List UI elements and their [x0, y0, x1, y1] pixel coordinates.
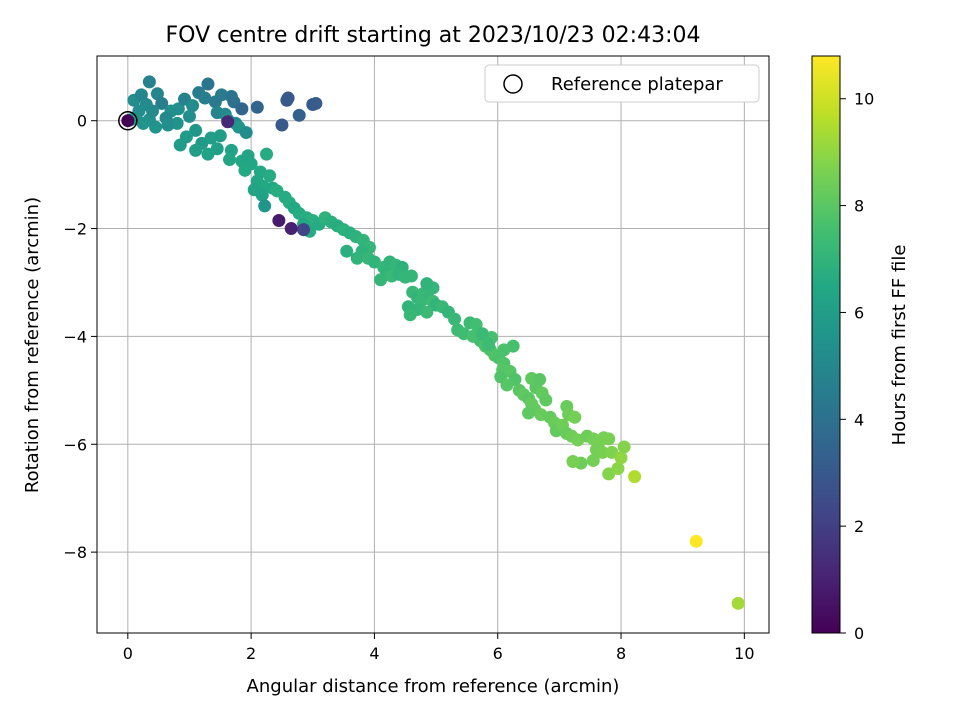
chart-title: FOV centre drift starting at 2023/10/23 …	[166, 23, 701, 48]
data-point	[533, 373, 547, 387]
data-point	[260, 147, 274, 161]
colorbar-tick-label: 4	[854, 410, 864, 429]
colorbar: 0 2 4 6 8 10 Hours from first FF file	[811, 55, 910, 643]
data-point	[628, 470, 642, 484]
data-point	[481, 338, 495, 351]
data-point	[586, 453, 600, 467]
data-point	[255, 188, 269, 202]
data-point	[539, 393, 553, 407]
data-point	[235, 102, 249, 116]
colorbar-tick-label: 8	[854, 197, 864, 216]
data-point	[150, 87, 164, 101]
data-point	[284, 222, 298, 236]
data-point	[134, 88, 148, 102]
data-point	[281, 91, 295, 105]
data-point	[244, 157, 258, 171]
data-point	[617, 440, 631, 454]
legend-marker	[503, 74, 523, 94]
x-tick-label: 6	[493, 644, 503, 663]
x-tick-label: 10	[734, 644, 754, 663]
colorbar-tick-label: 0	[854, 624, 864, 643]
x-tick-label: 4	[369, 644, 379, 663]
data-point	[602, 432, 616, 446]
colorbar-label: Hours from first FF file	[889, 245, 910, 446]
data-point	[275, 118, 289, 132]
data-point	[221, 115, 235, 129]
legend: Reference platepar	[484, 64, 760, 103]
data-point	[213, 129, 227, 143]
data-point	[155, 96, 169, 110]
y-tick-label: −2	[63, 220, 87, 239]
data-point	[189, 123, 203, 137]
colorbar-tick-label: 6	[854, 303, 864, 322]
colorbar-tick-label: 10	[854, 90, 874, 109]
data-point	[173, 138, 187, 152]
data-point	[340, 244, 354, 258]
data-point	[522, 406, 536, 420]
data-point	[250, 100, 264, 114]
data-point	[161, 118, 175, 132]
y-tick-label: 0	[77, 112, 87, 131]
data-point	[223, 153, 237, 167]
data-point	[189, 143, 203, 157]
scatter-points	[121, 75, 745, 610]
colorbar-tick-label: 2	[854, 517, 864, 536]
data-point	[596, 445, 610, 459]
data-point	[566, 455, 580, 469]
data-point	[497, 343, 511, 357]
data-point	[272, 213, 286, 227]
data-point	[201, 77, 215, 91]
data-point	[215, 88, 229, 102]
data-point	[611, 462, 625, 476]
x-axis-ticks: 0 2 4 6 8 10	[123, 633, 755, 663]
data-point	[171, 102, 185, 116]
data-point	[404, 269, 418, 283]
data-point	[420, 305, 434, 319]
y-axis-ticks: 0 −2 −4 −6 −8	[63, 112, 97, 562]
x-tick-label: 2	[246, 644, 256, 663]
data-point	[403, 308, 417, 322]
colorbar-ticks: 0 2 4 6 8 10	[840, 90, 874, 643]
data-point	[500, 378, 514, 392]
data-point	[258, 199, 272, 213]
plot-frame	[96, 55, 770, 634]
data-point	[263, 169, 277, 183]
y-axis-label: Rotation from reference (arcmin)	[22, 197, 43, 493]
data-point	[297, 223, 311, 237]
x-axis-label: Angular distance from reference (arcmin)	[247, 676, 620, 697]
data-point	[731, 596, 745, 610]
data-point	[182, 109, 196, 123]
x-tick-label: 0	[123, 644, 133, 663]
reference-data-point	[121, 114, 135, 128]
data-point	[142, 75, 156, 89]
data-point	[198, 91, 212, 105]
y-tick-label: −4	[63, 327, 87, 346]
y-tick-label: −8	[63, 543, 87, 562]
reference-platepar-marker	[118, 110, 138, 131]
data-point	[292, 108, 306, 122]
data-point	[201, 147, 215, 161]
data-point	[614, 451, 628, 465]
data-point	[309, 96, 323, 110]
legend-box	[484, 64, 760, 103]
colorbar-gradient	[811, 55, 841, 634]
data-point	[475, 327, 489, 341]
x-tick-label: 8	[616, 644, 626, 663]
y-tick-label: −6	[63, 435, 87, 454]
data-point	[568, 410, 582, 424]
data-point	[186, 99, 200, 113]
reference-marker	[118, 110, 138, 131]
data-point	[374, 273, 388, 287]
data-point	[350, 251, 364, 265]
data-point	[420, 277, 434, 291]
data-point	[145, 104, 159, 118]
data-point	[239, 126, 253, 140]
data-point	[469, 318, 483, 332]
data-point	[689, 534, 703, 548]
data-point	[448, 312, 462, 326]
legend-label: Reference platepar	[551, 74, 723, 95]
